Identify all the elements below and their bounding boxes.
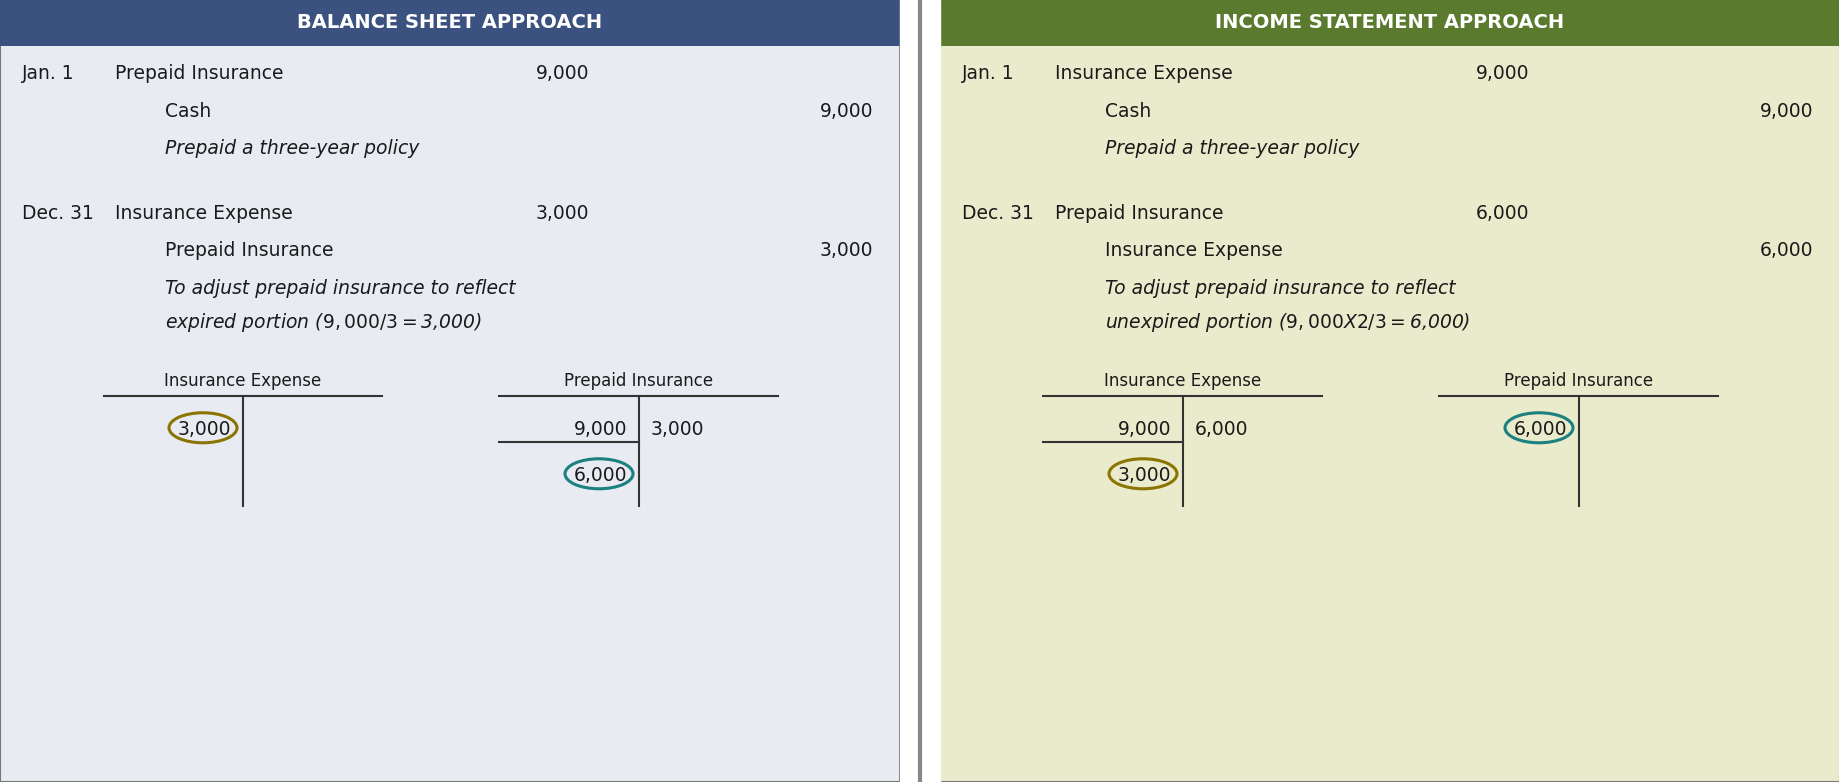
- Text: Prepaid a three-year policy: Prepaid a three-year policy: [166, 139, 419, 159]
- Text: Insurance Expense: Insurance Expense: [1105, 242, 1282, 260]
- Text: Prepaid a three-year policy: Prepaid a three-year policy: [1105, 139, 1359, 159]
- Text: Insurance Expense: Insurance Expense: [164, 371, 322, 389]
- Text: Cash: Cash: [1105, 102, 1151, 120]
- Text: 9,000: 9,000: [818, 102, 872, 120]
- Text: 9,000: 9,000: [1116, 420, 1170, 439]
- Text: To adjust prepaid insurance to reflect: To adjust prepaid insurance to reflect: [166, 279, 515, 298]
- Text: unexpired portion ($9,000 X 2/3 = $6,000): unexpired portion ($9,000 X 2/3 = $6,000…: [1105, 311, 1469, 335]
- Text: 3,000: 3,000: [177, 420, 232, 439]
- Text: 6,000: 6,000: [1513, 420, 1567, 439]
- Text: 3,000: 3,000: [818, 242, 872, 260]
- Text: Prepaid Insurance: Prepaid Insurance: [565, 371, 714, 389]
- Text: Insurance Expense: Insurance Expense: [1103, 371, 1262, 389]
- Text: Cash: Cash: [166, 102, 211, 120]
- Text: Prepaid Insurance: Prepaid Insurance: [114, 64, 283, 83]
- Text: 6,000: 6,000: [1194, 420, 1249, 439]
- Text: Dec. 31: Dec. 31: [22, 204, 94, 223]
- Text: 3,000: 3,000: [651, 420, 704, 439]
- Text: 9,000: 9,000: [535, 64, 588, 83]
- Text: expired portion ($9,000/3 = $3,000): expired portion ($9,000/3 = $3,000): [166, 311, 482, 335]
- Text: 9,000: 9,000: [1758, 102, 1811, 120]
- Text: Jan. 1: Jan. 1: [962, 64, 1013, 83]
- FancyBboxPatch shape: [940, 0, 1839, 46]
- Text: Prepaid Insurance: Prepaid Insurance: [1504, 371, 1653, 389]
- Text: 9,000: 9,000: [1475, 64, 1528, 83]
- Text: 3,000: 3,000: [1116, 466, 1170, 485]
- Text: Dec. 31: Dec. 31: [962, 204, 1034, 223]
- Text: 3,000: 3,000: [535, 204, 588, 223]
- Text: 9,000: 9,000: [574, 420, 627, 439]
- FancyBboxPatch shape: [940, 0, 1839, 782]
- Text: BALANCE SHEET APPROACH: BALANCE SHEET APPROACH: [298, 13, 601, 33]
- Text: Prepaid Insurance: Prepaid Insurance: [1054, 204, 1223, 223]
- Text: Insurance Expense: Insurance Expense: [114, 204, 292, 223]
- FancyBboxPatch shape: [0, 0, 899, 782]
- FancyBboxPatch shape: [0, 0, 899, 46]
- Text: Prepaid Insurance: Prepaid Insurance: [166, 242, 333, 260]
- Text: 6,000: 6,000: [574, 466, 627, 485]
- Text: To adjust prepaid insurance to reflect: To adjust prepaid insurance to reflect: [1105, 279, 1455, 298]
- Text: INCOME STATEMENT APPROACH: INCOME STATEMENT APPROACH: [1216, 13, 1563, 33]
- Text: 6,000: 6,000: [1758, 242, 1811, 260]
- Text: 6,000: 6,000: [1475, 204, 1528, 223]
- Text: Jan. 1: Jan. 1: [22, 64, 75, 83]
- Text: Insurance Expense: Insurance Expense: [1054, 64, 1232, 83]
